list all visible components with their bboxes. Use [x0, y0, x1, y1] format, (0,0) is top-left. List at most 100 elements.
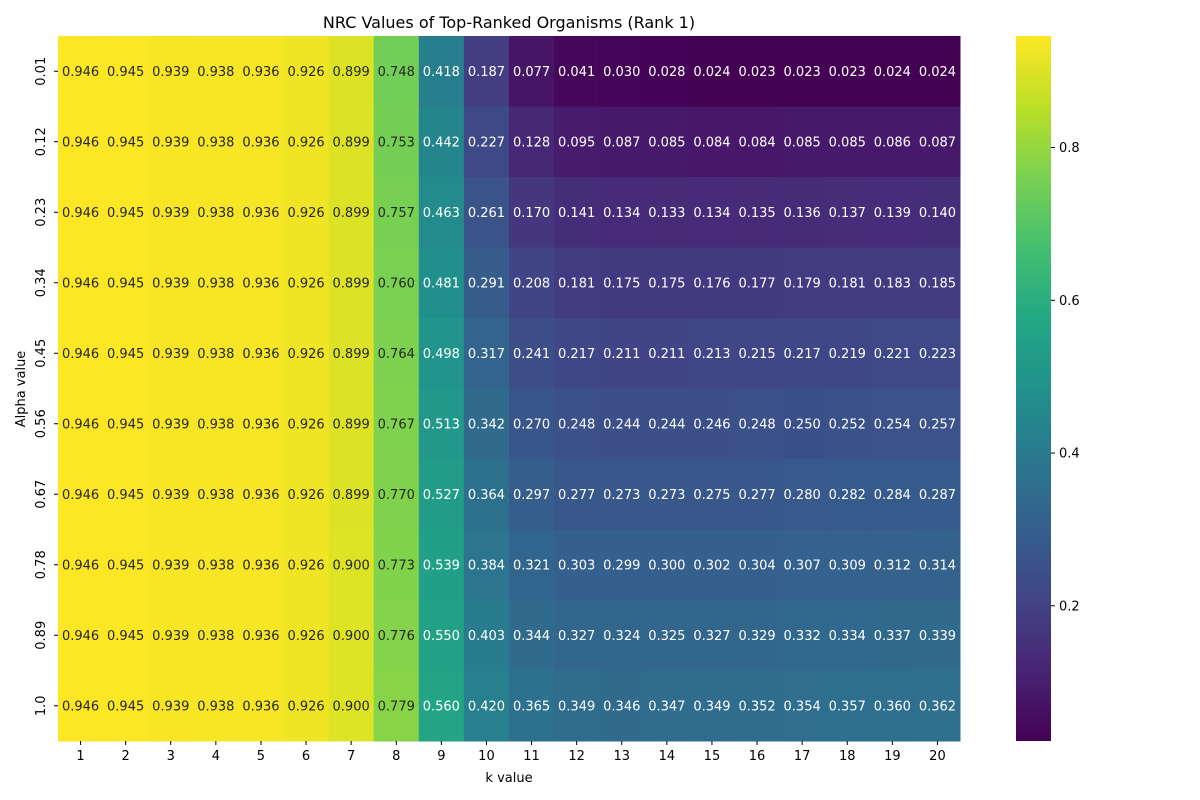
heatmap-cell	[824, 318, 871, 389]
heatmap-cell	[103, 529, 149, 601]
cell-value-label: 0.300	[648, 558, 685, 573]
x-tick-label: 9	[437, 749, 445, 764]
cell-value-label: 0.360	[874, 699, 911, 714]
cell-value-label: 0.442	[423, 135, 460, 150]
cell-value-label: 0.926	[287, 276, 324, 291]
heatmap-cell	[914, 670, 961, 742]
heatmap-cell	[509, 388, 555, 460]
cell-value-label: 0.945	[107, 206, 144, 221]
colorbar-tick-label: 0.6	[1059, 294, 1080, 309]
heatmap-cell	[463, 459, 510, 530]
x-tick-label: 3	[167, 749, 175, 764]
heatmap-cell	[463, 600, 510, 671]
cell-value-label: 0.248	[738, 417, 775, 432]
colorbar-tick-label: 0.4	[1059, 447, 1080, 462]
cell-value-label: 0.241	[513, 347, 550, 362]
x-axis: 1 2 3 4 5 6 7 8 9 10 11 12 13 14 15 16 17 18 19 20	[76, 741, 946, 764]
heatmap-cell	[599, 318, 645, 389]
cell-value-label: 0.936	[242, 206, 279, 221]
cell-value-label: 0.246	[693, 417, 730, 432]
heatmap-cell	[238, 36, 284, 107]
cell-value-label: 0.357	[829, 699, 866, 714]
heatmap-cell	[914, 459, 961, 530]
heatmap-cell	[148, 318, 194, 389]
cell-value-label: 0.270	[513, 417, 550, 432]
cell-value-label: 0.085	[784, 135, 821, 150]
heatmap-cell	[779, 600, 826, 671]
heatmap-cell	[283, 36, 330, 107]
cell-value-label: 0.527	[423, 488, 460, 503]
cell-value-label: 0.939	[152, 488, 189, 503]
heatmap-cell	[689, 177, 735, 248]
cell-value-label: 0.134	[603, 206, 640, 221]
cell-value-label: 0.087	[603, 135, 640, 150]
heatmap-cell	[599, 106, 645, 178]
cell-value-label: 0.364	[468, 488, 505, 503]
cell-value-label: 0.945	[107, 276, 144, 291]
cell-value-label: 0.317	[468, 347, 505, 362]
heatmap-cell	[283, 318, 330, 389]
heatmap-cell	[779, 529, 826, 601]
cell-value-label: 0.945	[107, 135, 144, 150]
cell-value-label: 0.900	[333, 699, 370, 714]
cell-value-label: 0.770	[378, 488, 415, 503]
heatmap-cell	[644, 247, 690, 319]
heatmap-cell	[554, 600, 600, 671]
cell-value-label: 0.287	[919, 488, 956, 503]
cell-value-label: 0.936	[242, 558, 279, 573]
heatmap-cell	[509, 177, 555, 248]
heatmap-cell	[869, 600, 916, 671]
heatmap-cell	[689, 529, 735, 601]
cell-value-label: 0.284	[874, 488, 911, 503]
heatmap-cell	[599, 459, 645, 530]
cell-value-label: 0.024	[919, 65, 956, 80]
heatmap-cell	[193, 247, 239, 319]
cell-value-label: 0.900	[333, 558, 370, 573]
cell-value-label: 0.346	[603, 699, 640, 714]
cell-value-label: 0.248	[558, 417, 595, 432]
heatmap-cell	[238, 388, 284, 460]
heatmap-cell	[193, 106, 239, 178]
cell-value-label: 0.900	[333, 629, 370, 644]
cell-value-label: 0.403	[468, 629, 505, 644]
heatmap-cell	[689, 36, 735, 107]
cell-value-label: 0.325	[648, 629, 685, 644]
heatmap-cell	[58, 36, 104, 107]
y-tick-label: 0.34	[34, 268, 49, 297]
heatmap-cell	[689, 106, 735, 178]
heatmap-cell	[238, 318, 284, 389]
heatmap-cell	[824, 36, 871, 107]
cell-value-label: 0.753	[378, 135, 415, 150]
cell-value-label: 0.365	[513, 699, 550, 714]
x-tick-label: 18	[839, 749, 856, 764]
y-axis: 0.01 0.12 0.23 0.34 0.45 0.56 0.67 0.78 0.89 1.0	[34, 57, 58, 716]
cell-value-label: 0.945	[107, 699, 144, 714]
heatmap-cell	[554, 247, 600, 319]
heatmap-cell	[148, 459, 194, 530]
cell-value-label: 0.938	[197, 558, 234, 573]
heatmap-cell	[58, 247, 104, 319]
cell-value-label: 0.321	[513, 558, 550, 573]
y-tick-label: 0.78	[34, 550, 49, 579]
cell-value-label: 0.776	[378, 629, 415, 644]
heatmap-cell	[418, 177, 465, 248]
cell-value-label: 0.354	[784, 699, 821, 714]
cell-value-label: 0.938	[197, 135, 234, 150]
cell-value-label: 0.244	[603, 417, 640, 432]
cell-value-label: 0.030	[603, 65, 640, 80]
x-tick-label: 11	[523, 749, 540, 764]
cell-value-label: 0.899	[333, 417, 370, 432]
cell-value-label: 0.767	[378, 417, 415, 432]
cell-value-label: 0.498	[423, 347, 460, 362]
cell-value-label: 0.181	[558, 276, 595, 291]
heatmap-cell	[824, 177, 871, 248]
cell-value-label: 0.946	[62, 135, 99, 150]
cell-value-label: 0.217	[558, 347, 595, 362]
heatmap-cell	[148, 106, 194, 178]
cell-value-label: 0.303	[558, 558, 595, 573]
heatmap-cell	[554, 106, 600, 178]
cell-value-label: 0.349	[693, 699, 730, 714]
heatmap-cell	[509, 600, 555, 671]
cell-value-label: 0.302	[693, 558, 730, 573]
cell-value-label: 0.277	[558, 488, 595, 503]
